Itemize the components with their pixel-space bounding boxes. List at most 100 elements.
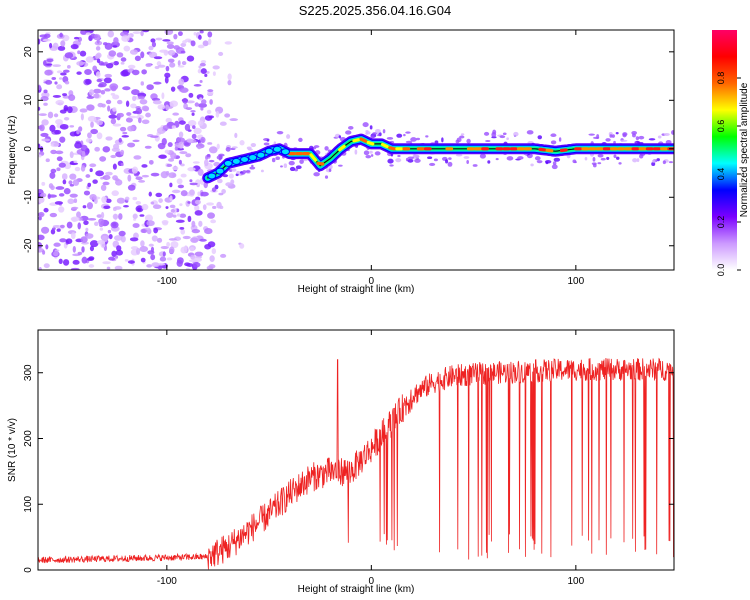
noise-blob [158,262,166,266]
noise-blob [121,35,130,42]
noise-blob [179,87,189,93]
ridge-blob [207,172,217,180]
noise-blob [76,129,80,135]
noise-blob [121,135,130,138]
noise-blob [172,112,180,116]
chart-title: S225.2025.356.04.16.G04 [299,3,452,18]
noise-blob [148,45,154,51]
halo-blob [651,161,656,166]
halo-blob [648,138,656,141]
noise-blob [58,77,63,80]
noise-blob [239,140,245,146]
noise-blob [133,155,142,160]
halo-blob [622,133,627,138]
halo-blob [609,134,613,138]
noise-blob [132,196,138,201]
noise-blob [80,144,88,152]
noise-blob [135,108,143,115]
noise-blob [138,179,146,183]
halo-blob [405,131,411,134]
noise-blob [166,241,171,248]
noise-blob [162,251,166,257]
halo-blob [506,137,510,141]
colorbar: 0.0 0.2 0.4 0.6 0.8 Normalized spectral ampl… [712,30,750,276]
noise-blob [108,50,117,57]
noise-blob [141,164,148,168]
noise-blob [38,234,45,241]
halo-blob [596,134,600,140]
halo-blob [387,158,394,164]
noise-blob [166,43,175,50]
noise-blob [46,58,54,63]
ridge-hot-segment [366,140,375,146]
halo-blob [597,153,604,158]
noise-blob [68,180,73,185]
noise-blob [142,106,150,112]
halo-blob [375,129,381,134]
noise-blob [120,162,124,167]
noise-blob [137,95,145,100]
halo-blob [615,131,619,135]
noise-blob [118,213,123,220]
noise-blob [103,205,111,209]
noise-blob [53,113,59,118]
noise-blob [89,245,95,252]
halo-blob [410,137,417,142]
noise-blob [155,192,163,198]
noise-blob [206,202,215,206]
noise-blob [81,246,85,253]
halo-blob [517,156,524,160]
noise-blob [194,251,204,257]
noise-blob [178,159,182,165]
noise-blob [43,207,49,213]
noise-blob [96,132,103,140]
noise-blob [85,78,92,85]
noise-blob [170,152,177,160]
noise-blob [84,68,92,75]
halo-blob [463,156,470,159]
noise-blob [58,206,65,213]
noise-blob [105,175,111,180]
noise-blob [219,121,227,126]
noise-blob [85,151,89,156]
colorbar-label: Normalized spectral amplitude [739,82,750,217]
noise-blob [197,44,205,49]
noise-blob [49,124,56,132]
noise-blob [88,264,95,268]
noise-blob [89,163,97,168]
y-tick-label: 0 [23,567,34,573]
noise-blob [140,81,145,86]
noise-blob [104,61,108,65]
noise-blob [67,198,75,205]
noise-blob [170,86,176,92]
noise-blob [61,173,68,180]
noise-blob [186,138,193,143]
halo-blob [425,135,429,138]
halo-blob [530,163,534,167]
halo-blob [324,146,329,151]
noise-blob [172,214,177,218]
noise-blob [193,84,202,87]
noise-blob [72,179,80,186]
noise-blob [113,235,123,241]
noise-blob [98,218,105,225]
noise-blob [85,174,91,178]
halo-blob [298,137,303,143]
noise-blob [155,37,163,41]
noise-blob [152,204,162,210]
y-tick-label: 200 [23,430,34,447]
noise-blob [184,123,191,131]
noise-blob [204,244,212,250]
halo-blob [208,159,215,163]
halo-blob [345,130,352,135]
noise-blob [107,30,115,38]
halo-blob [225,146,231,152]
noise-blob [160,245,169,250]
spectrogram-blobs [38,30,674,270]
halo-blob [271,157,276,163]
noise-blob [43,263,50,269]
noise-blob [58,258,63,265]
ridge-hot-segment [359,137,368,143]
noise-blob [38,196,45,204]
